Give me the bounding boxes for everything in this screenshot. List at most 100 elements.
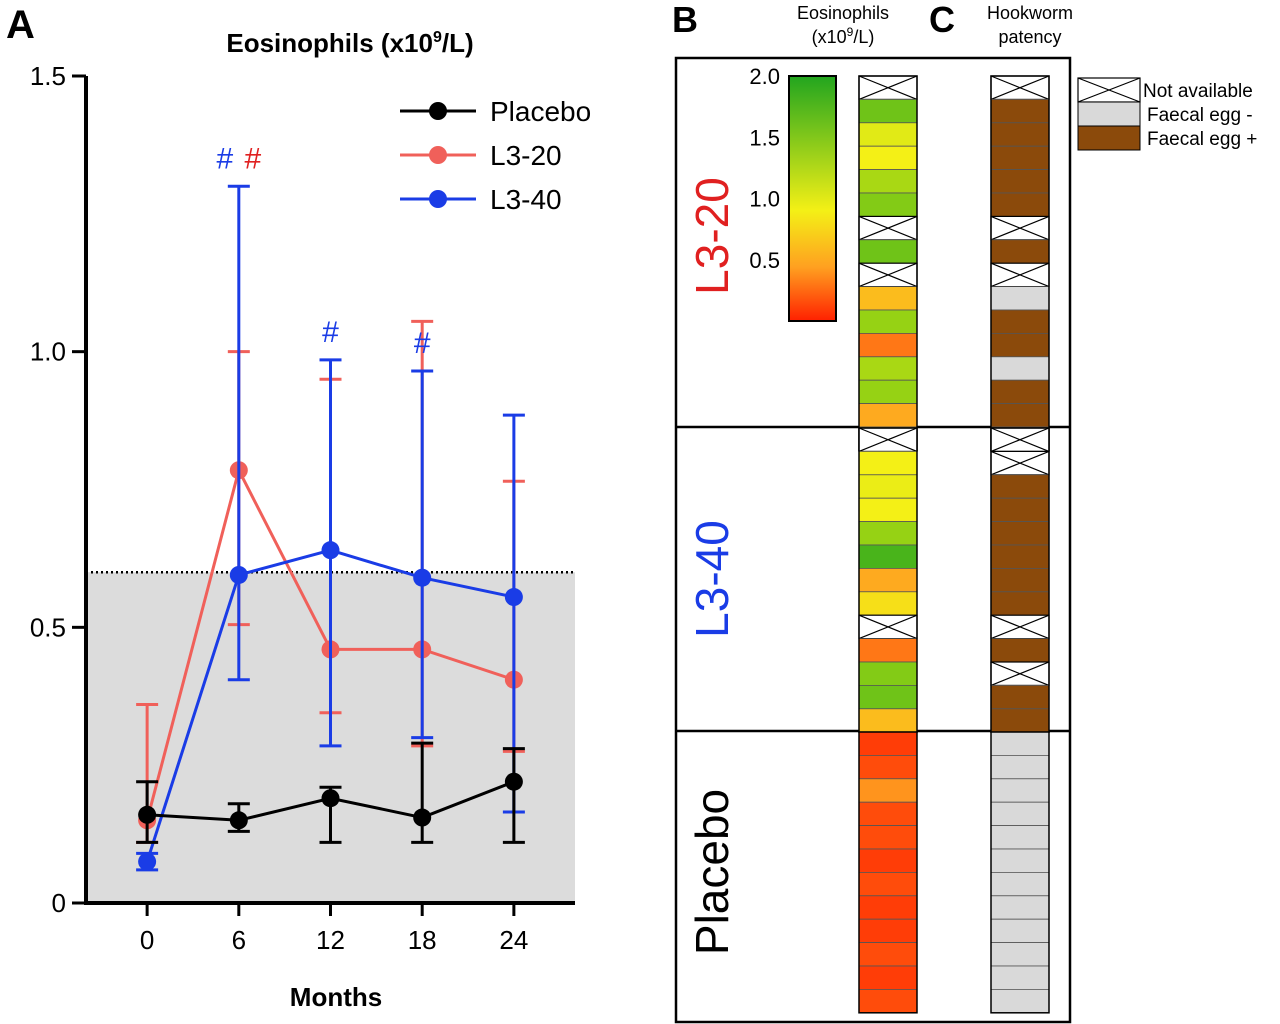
eosinophil-cell [858, 239, 918, 264]
eosinophil-cell [858, 872, 918, 897]
eosinophil-cell [858, 638, 918, 663]
hookworm-cell [990, 708, 1050, 733]
hookworm-cell [990, 895, 1050, 920]
na-cross [858, 262, 918, 288]
y-tick-label: 1.5 [30, 61, 66, 91]
data-point [229, 811, 248, 830]
group-placebo: Placebo [686, 731, 1050, 1014]
eosinophil-cell [858, 942, 918, 967]
group-label: Placebo [686, 789, 738, 955]
colorbar-gradient [788, 75, 837, 322]
legend-swatch [1077, 101, 1141, 127]
group-l3-40: L3-40 [686, 427, 1050, 733]
legend-label: L3-40 [490, 184, 562, 215]
x-axis-label: Months [290, 982, 382, 1012]
colorbar-tick-label: 1.0 [749, 187, 780, 212]
significance-mark: # [216, 142, 233, 175]
eosinophil-cell [858, 332, 918, 358]
hookworm-header-line1: Hookworm [987, 3, 1073, 23]
eosinophil-cell [858, 778, 918, 803]
panel-c-letter: C [929, 0, 955, 40]
heatmap-panel: L3-20 L3-40 Placebo 2.0 1.5 1.0 0.5 Not availab… [674, 56, 1257, 1024]
eosinophil-cell [858, 965, 918, 990]
data-point [504, 772, 523, 791]
eosinophil-cell [858, 591, 918, 616]
data-point [138, 805, 157, 824]
data-point [321, 541, 340, 560]
chart-title: Eosinophils (x109/L) [226, 28, 473, 58]
eosinophil-cell [858, 356, 918, 381]
na-cross [990, 262, 1050, 288]
hookworm-cell [990, 918, 1050, 944]
eosinophil-cell [858, 568, 918, 593]
x-tick-label: 24 [499, 925, 528, 955]
colorbar-tick-label: 0.5 [749, 248, 780, 273]
na-cross [990, 450, 1050, 476]
hookworm-cell [990, 332, 1050, 358]
legend-swatch [1077, 125, 1141, 151]
data-point [413, 808, 432, 827]
significance-mark: # [244, 142, 261, 175]
x-tick-label: 12 [316, 925, 345, 955]
series-l3-40 [136, 184, 525, 872]
line-chart: 0 0.5 1.0 1.5 0 6 12 18 24 Months # # # # Placebo L3-20… [30, 61, 591, 1012]
data-point [504, 588, 523, 607]
significance-mark: # [322, 316, 339, 349]
eosinophil-cell [858, 755, 918, 780]
hookworm-cell [990, 497, 1050, 523]
hookworm-cell [990, 403, 1050, 428]
eosinophil-cell [858, 521, 918, 546]
eosinophil-cell [858, 801, 918, 827]
eosinophil-cell [858, 989, 918, 1014]
legend-label: Faecal egg - [1147, 105, 1253, 126]
hookworm-cell [990, 825, 1050, 850]
y-tick-label: 0 [52, 888, 66, 918]
eosinophil-column-outline [858, 731, 918, 1014]
eosinophil-cell [858, 122, 918, 147]
data-point [229, 565, 248, 584]
eosinophil-cell [858, 544, 918, 569]
legend-label: L3-20 [490, 140, 562, 171]
hookworm-cell [990, 942, 1050, 967]
eosinophil-cell [858, 685, 918, 710]
na-cross [858, 215, 918, 241]
eosinophil-cell [858, 99, 918, 124]
hookworm-cell [990, 755, 1050, 780]
eosinophil-cell [858, 848, 918, 873]
group-l3-20: L3-20 [686, 75, 1050, 452]
chart-title-sup: 9 [433, 29, 442, 46]
hookworm-cell [990, 544, 1050, 569]
eosinophil-cell [858, 450, 918, 476]
data-point [413, 568, 432, 587]
hookworm-cell [990, 379, 1050, 405]
hookworm-column-outline [990, 731, 1050, 1014]
colorbar-tick-label: 1.5 [749, 125, 780, 150]
hookworm-cell [990, 309, 1050, 334]
eosinophil-cell [858, 895, 918, 920]
colorbar: 2.0 1.5 1.0 0.5 [749, 64, 837, 322]
hookworm-cell [990, 99, 1050, 124]
hookworm-header-line2: patency [998, 27, 1061, 47]
hookworm-cell [990, 568, 1050, 593]
na-cross [990, 215, 1050, 241]
hookworm-cell [990, 169, 1050, 194]
legend-label: Faecal egg + [1147, 129, 1257, 150]
hookworm-cell [990, 145, 1050, 170]
legend-marker [429, 102, 447, 120]
group-label: L3-20 [686, 177, 738, 295]
hookworm-cell [990, 192, 1050, 217]
legend-label: Not available [1143, 81, 1253, 102]
eosinophil-cell [858, 169, 918, 194]
eosinophil-cell [858, 286, 918, 311]
hookworm-cell [990, 731, 1050, 756]
eosinophil-cell [858, 145, 918, 170]
hookworm-cell [990, 848, 1050, 873]
eosinophil-cell [858, 825, 918, 850]
na-cross [990, 614, 1050, 640]
hookworm-cell [990, 965, 1050, 990]
legend-label: Placebo [490, 96, 591, 127]
x-tick-label: 18 [408, 925, 437, 955]
hookworm-cell [990, 122, 1050, 147]
eosinophil-cell [858, 309, 918, 334]
